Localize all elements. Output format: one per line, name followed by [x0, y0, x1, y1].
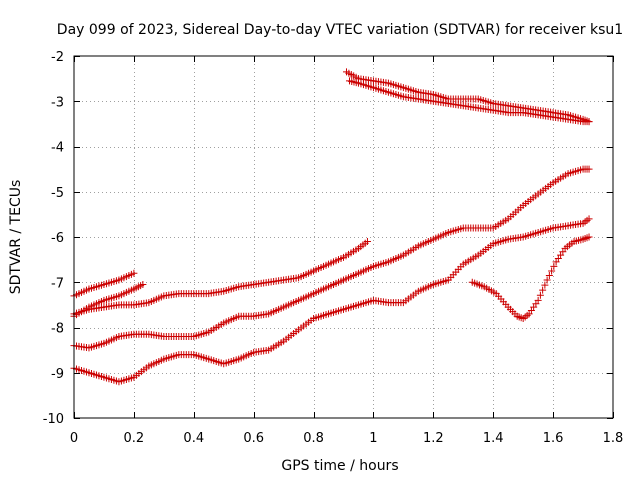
data-point-marker — [585, 215, 593, 223]
y-tick-label: -4 — [51, 141, 64, 156]
y-tick-label: -5 — [51, 186, 64, 201]
y-tick-label: -9 — [51, 367, 64, 382]
data-series — [70, 68, 593, 386]
x-tick-label: 1.8 — [603, 431, 624, 446]
data-point-marker — [541, 281, 549, 289]
series-track-A-upper — [70, 269, 138, 300]
axis-ticks: 0 0.2 0.4 0.6 0.8 1 1.2 1.4 1.6 1.8 -10 -9 -8 -7 -6 -5 -… — [43, 50, 624, 446]
x-tick-label: 1.4 — [483, 431, 504, 446]
data-point-marker — [585, 165, 593, 173]
chart-title: Day 099 of 2023, Sidereal Day-to-day VTE… — [57, 22, 623, 38]
data-point-marker — [585, 233, 593, 241]
x-tick-label: 1 — [369, 431, 377, 446]
series-track-E — [70, 215, 593, 386]
y-tick-label: -6 — [51, 231, 64, 246]
y-axis-label: SDTVAR / TECUs — [8, 180, 24, 295]
data-point-marker — [543, 276, 551, 284]
data-point-marker — [548, 267, 556, 275]
data-point-marker — [545, 271, 553, 279]
data-point-marker — [585, 118, 593, 126]
data-point-marker — [534, 296, 542, 304]
data-point-marker — [536, 291, 544, 299]
y-tick-label: -8 — [51, 322, 64, 337]
x-tick-label: 0.8 — [303, 431, 324, 446]
x-tick-label: 1.2 — [423, 431, 444, 446]
y-tick-label: -2 — [51, 50, 64, 65]
data-point-marker — [130, 269, 138, 277]
x-tick-label: 0.4 — [183, 431, 204, 446]
y-tick-label: -10 — [43, 412, 64, 427]
data-point-marker — [539, 286, 547, 294]
x-axis-label: GPS time / hours — [281, 458, 398, 474]
series-track-C — [70, 238, 371, 318]
x-tick-label: 0.6 — [243, 431, 264, 446]
x-tick-label: 0.2 — [124, 431, 145, 446]
series-track-G-lower — [345, 77, 593, 126]
data-point-marker — [139, 281, 147, 289]
y-tick-label: -7 — [51, 276, 64, 291]
data-point-marker — [550, 262, 558, 270]
x-tick-label: 0 — [70, 431, 78, 446]
series-track-D — [70, 165, 593, 352]
data-point-marker — [363, 238, 371, 246]
x-tick-label: 1.6 — [543, 431, 564, 446]
y-tick-label: -3 — [51, 95, 64, 110]
series-track-F — [468, 233, 593, 322]
